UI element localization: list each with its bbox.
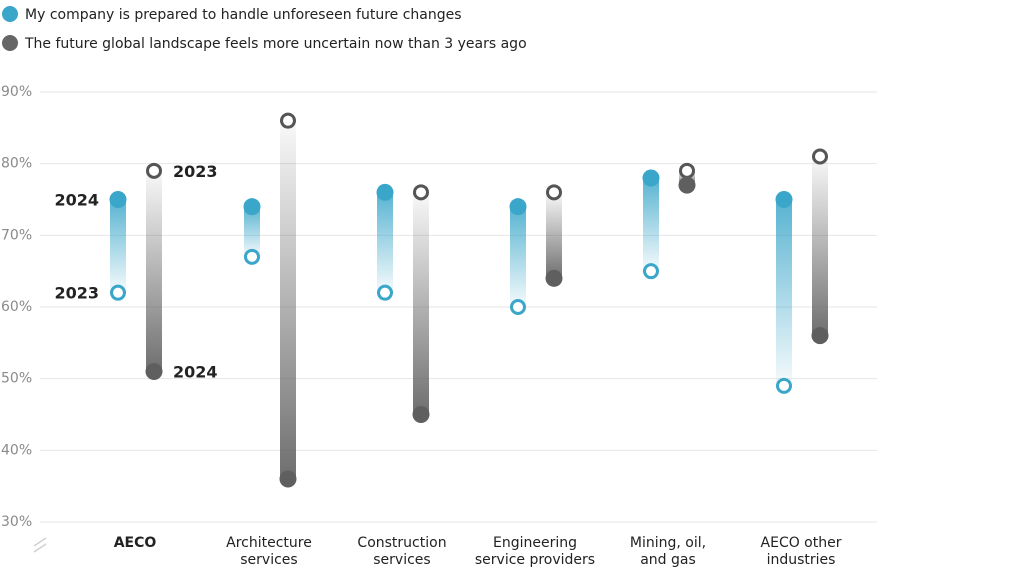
point-2024 [412,406,430,423]
legend-label: The future global landscape feels more u… [24,36,527,52]
range-bar [110,199,126,293]
range-bar [280,120,296,480]
x-axis: AECO ArchitectureservicesConstructionserv… [114,535,842,568]
point-2024 [775,191,793,208]
range-bar [643,178,659,272]
legend-swatch [2,35,18,51]
category-label: service providers [475,552,595,568]
point-2023 [377,284,393,301]
category-label: services [240,552,297,568]
legend-swatch [2,6,18,22]
category-label: AECO other [761,535,842,551]
y-tick-label: 90% [1,84,32,100]
category-label: Architecture [226,535,312,551]
point-2023 [679,162,695,179]
point-2023 [413,184,429,201]
point-2023 [812,148,828,165]
point-2024 [243,198,261,216]
range-bar [413,192,429,415]
range-bar [244,206,260,257]
year-annotation: 2024 [54,191,99,210]
range-bar [812,156,828,336]
y-tick-label: 80% [1,156,32,172]
point-2024 [279,470,297,488]
y-tick-label: 40% [1,442,32,458]
chart-marks: 2024 2023 2023 2024 [54,112,829,488]
axis-break-icon [33,537,47,553]
category-label: Engineering [493,535,577,551]
category-label: Construction [357,535,446,551]
year-annotation: 2023 [173,162,218,181]
range-bar [546,192,562,279]
range-bar [146,170,162,372]
point-2023 [510,299,526,315]
y-axis: 30% 40% 50% 60% 70% 80% 90% [1,84,47,553]
point-2024 [509,198,527,216]
point-2023 [244,248,260,265]
point-2024 [376,183,394,201]
category-label: industries [767,552,836,568]
legend-label: My company is prepared to handle unfores… [25,7,462,23]
category-label: and gas [640,552,696,568]
y-tick-label: 60% [1,299,32,315]
point-2024 [811,327,829,345]
gridlines [40,91,877,523]
point-2023 [546,184,562,201]
year-annotation: 2024 [173,363,218,382]
point-2023 [280,112,296,129]
point-2023 [776,377,792,394]
point-2024 [642,169,660,187]
point-2023 [146,162,162,179]
point-2024 [678,176,696,194]
legend: My company is prepared to handle unfores… [2,6,527,52]
year-annotation: 2023 [54,284,99,303]
point-2023 [643,263,659,280]
range-bar [776,199,792,386]
range-bar [377,192,393,293]
y-tick-label: 50% [1,371,32,387]
y-tick-label: 30% [1,514,32,530]
point-2024 [109,191,127,208]
point-2024 [545,269,563,287]
y-tick-label: 70% [1,227,32,243]
point-2024 [145,363,163,380]
category-label: AECO [114,535,157,551]
category-label: Mining, oil, [630,535,706,551]
category-label: services [373,552,430,568]
range-bar [510,206,526,307]
point-2023 [110,284,126,301]
